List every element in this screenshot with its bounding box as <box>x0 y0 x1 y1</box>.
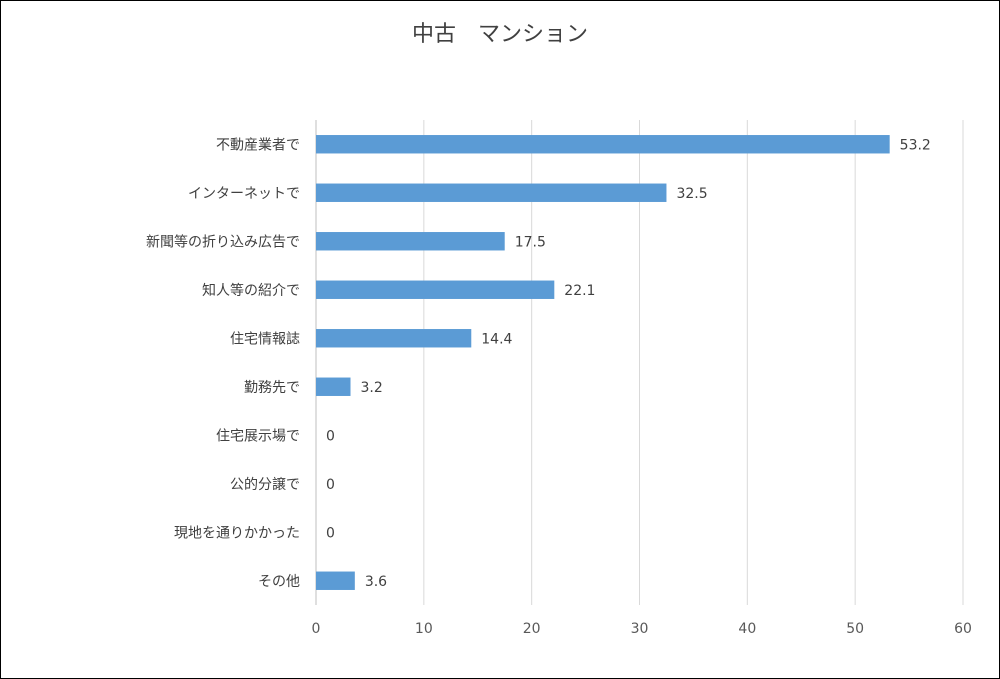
x-tick-label: 30 <box>631 621 649 637</box>
category-label: 勤務先で <box>244 380 300 396</box>
x-tick-label: 50 <box>846 621 864 637</box>
bar <box>316 135 890 154</box>
data-labels: 53.2 32.5 17.5 22.1 14.4 3.2 0 0 0 3.6 <box>326 137 931 590</box>
category-label: 住宅情報誌 <box>230 331 300 347</box>
data-label: 3.2 <box>361 380 383 396</box>
x-tick-label: 20 <box>523 621 541 637</box>
data-label: 14.4 <box>481 331 512 347</box>
category-label: 現地を通りかかった <box>174 525 300 541</box>
category-labels: 不動産業者でインターネットで新聞等の折り込み広告で知人等の紹介で住宅情報誌勤務先… <box>146 137 300 590</box>
x-tick-labels: 0 10 20 30 40 50 60 <box>312 621 972 637</box>
x-tick-label: 10 <box>415 621 433 637</box>
data-label: 0 <box>326 428 335 444</box>
bar <box>316 232 505 251</box>
data-label: 3.6 <box>365 574 387 590</box>
category-label: 不動産業者で <box>216 137 300 153</box>
bar <box>316 571 355 590</box>
bars <box>316 135 890 590</box>
data-label: 32.5 <box>676 186 707 202</box>
x-tick-label: 60 <box>954 621 972 637</box>
data-label: 22.1 <box>564 283 595 299</box>
data-label: 0 <box>326 477 335 493</box>
x-tick-label: 0 <box>312 621 321 637</box>
category-label: 公的分譲で <box>230 477 300 493</box>
category-label: 新聞等の折り込み広告で <box>146 233 300 250</box>
category-label: インターネットで <box>188 186 300 202</box>
x-tick-label: 40 <box>738 621 756 637</box>
bar <box>316 183 667 202</box>
bar <box>316 377 351 396</box>
chart-title: 中古 マンション <box>411 22 588 47</box>
bar <box>316 329 472 348</box>
category-label: その他 <box>258 574 300 590</box>
bar <box>316 280 555 299</box>
data-label: 53.2 <box>900 137 931 153</box>
category-label: 住宅展示場で <box>216 428 300 444</box>
data-label: 0 <box>326 525 335 541</box>
category-label: 知人等の紹介で <box>202 282 300 299</box>
data-label: 17.5 <box>515 234 546 250</box>
